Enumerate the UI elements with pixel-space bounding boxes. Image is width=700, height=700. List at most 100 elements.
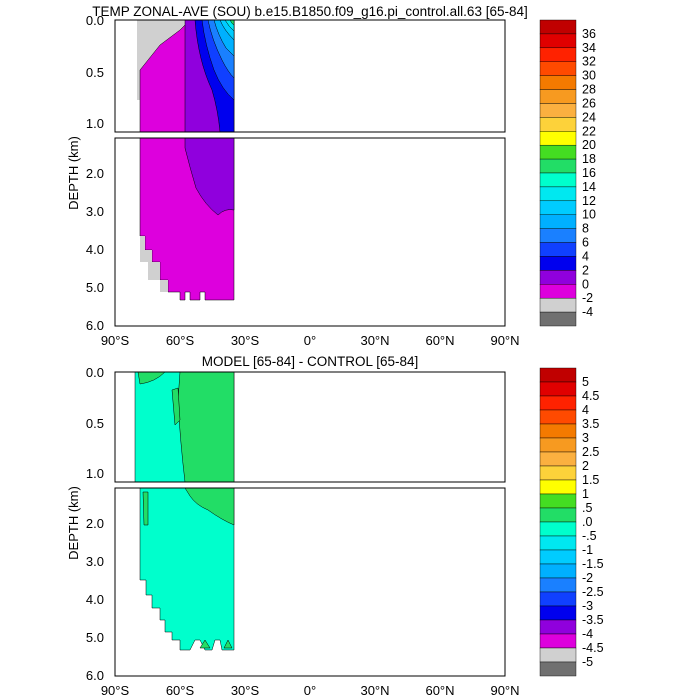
colorbar-label: 14 <box>582 180 596 194</box>
panel-1-x-axis: 90°S 60°S 30°S 0° 30°N 60°N 90°N <box>101 333 520 348</box>
colorbar-swatch <box>539 75 577 90</box>
colorbar-label: 34 <box>582 41 596 55</box>
panel-2-colorbar: 54.543.532.521.51.5.0-.5-1-1.5-2-2.5-3-3… <box>539 367 604 677</box>
colorbar-label: 0 <box>582 277 589 291</box>
y-axis-label: DEPTH (km) <box>66 486 81 560</box>
colorbar-swatch <box>539 19 577 35</box>
x-tick: 90°S <box>101 333 130 348</box>
y-tick: 1.0 <box>86 466 104 481</box>
x-tick: 60°S <box>166 333 195 348</box>
colorbar-label: .0 <box>582 515 592 529</box>
contour-pos-strip <box>171 387 181 426</box>
panel-2-upper-frame <box>114 371 506 483</box>
panel-1-lower-contours <box>139 138 235 301</box>
colorbar-label: 4.5 <box>582 389 599 403</box>
colorbar-label: -3 <box>582 599 593 613</box>
panel-2-y-axis: 0.0 0.5 1.0 2.0 3.0 4.0 5.0 6.0 DEPTH (k… <box>66 365 104 683</box>
contour-2-4-deep <box>184 138 235 216</box>
y-tick: 3.0 <box>86 554 104 569</box>
contour-pos-deep <box>184 488 235 526</box>
colorbar-swatch <box>539 33 577 49</box>
colorbar-swatch <box>539 297 577 313</box>
colorbar-swatch <box>539 423 577 439</box>
colorbar-swatch <box>539 172 577 188</box>
colorbar-label: 16 <box>582 166 596 180</box>
colorbar-label: 22 <box>582 124 596 138</box>
colorbar-swatch <box>539 256 577 271</box>
colorbar-swatch <box>539 270 577 285</box>
colorbar-label: 3 <box>582 431 589 445</box>
y-tick: 4.0 <box>86 592 104 607</box>
colorbar-label: 2.5 <box>582 445 599 459</box>
colorbar-label: -1 <box>582 543 593 557</box>
y-tick: 5.0 <box>86 280 104 295</box>
colorbar-label: 10 <box>582 208 596 222</box>
x-tick: 90°N <box>490 333 519 348</box>
panel-2-x-axis: 90°S 60°S 30°S 0° 30°N 60°N 90°N <box>101 683 520 698</box>
panel-1-upper-frame <box>114 19 506 133</box>
x-tick: 0° <box>304 333 316 348</box>
colorbar-swatch <box>539 479 577 495</box>
x-tick: 60°N <box>425 333 454 348</box>
colorbar-swatch <box>539 661 577 677</box>
colorbar-label: 1 <box>582 487 589 501</box>
colorbar-label: 26 <box>582 96 596 110</box>
y-tick: 4.0 <box>86 242 104 257</box>
colorbar-label: 8 <box>582 222 589 236</box>
y-tick: 1.0 <box>86 116 104 131</box>
colorbar-swatch <box>539 591 577 607</box>
colorbar-swatch <box>539 521 577 537</box>
x-tick: 90°S <box>101 683 130 698</box>
colorbar-label: 28 <box>582 83 596 97</box>
colorbar-swatch <box>539 395 577 411</box>
contour-neg-deep <box>139 488 235 651</box>
y-tick: 3.0 <box>86 204 104 219</box>
y-axis-label: DEPTH (km) <box>66 136 81 210</box>
colorbar-label: -5 <box>582 655 593 669</box>
colorbar-swatch <box>539 577 577 593</box>
colorbar-swatch <box>539 367 577 383</box>
colorbar-swatch <box>539 465 577 481</box>
x-tick: 30°N <box>360 333 389 348</box>
colorbar-swatch <box>539 605 577 621</box>
colorbar-label: 5 <box>582 375 589 389</box>
x-tick: 30°S <box>231 333 260 348</box>
colorbar-swatch <box>539 409 577 425</box>
y-tick: 2.0 <box>86 166 104 181</box>
contour-pos-floor <box>199 639 233 649</box>
colorbar-label: 24 <box>582 110 596 124</box>
colorbar-label: 4 <box>582 249 589 263</box>
colorbar-label: 18 <box>582 152 596 166</box>
colorbar-swatch <box>539 242 577 257</box>
colorbar-label: 3.5 <box>582 417 599 431</box>
colorbar-swatch <box>539 563 577 579</box>
y-tick: 6.0 <box>86 318 104 333</box>
colorbar-label: -.5 <box>582 529 597 543</box>
colorbar-swatch <box>539 200 577 215</box>
colorbar-label: -2 <box>582 291 593 305</box>
y-tick: 6.0 <box>86 668 104 683</box>
colorbar-label: -4 <box>582 305 593 319</box>
x-tick: 30°N <box>360 683 389 698</box>
x-tick: 60°N <box>425 683 454 698</box>
x-tick: 60°S <box>166 683 195 698</box>
colorbar-label: -3.5 <box>582 613 604 627</box>
colorbar-swatch <box>539 284 577 299</box>
colorbar-label: -1.5 <box>582 557 604 571</box>
contour-pos-strip-deep <box>142 491 149 526</box>
colorbar-label: .5 <box>582 501 592 515</box>
panel-2-title: MODEL [65-84] - CONTROL [65-84] <box>202 354 419 369</box>
colorbar-swatch <box>539 131 577 146</box>
colorbar-label: -2 <box>582 571 593 585</box>
colorbar-swatch <box>539 619 577 635</box>
colorbar-swatch <box>539 186 577 202</box>
y-tick: 5.0 <box>86 630 104 645</box>
colorbar-label: 6 <box>582 236 589 250</box>
panel-1-upper-contours <box>137 20 235 132</box>
colorbar-label: -4.5 <box>582 641 604 655</box>
colorbar-label: -2.5 <box>582 585 604 599</box>
colorbar-swatch <box>539 117 577 132</box>
colorbar-label: -4 <box>582 627 593 641</box>
y-tick: 0.5 <box>86 416 104 431</box>
